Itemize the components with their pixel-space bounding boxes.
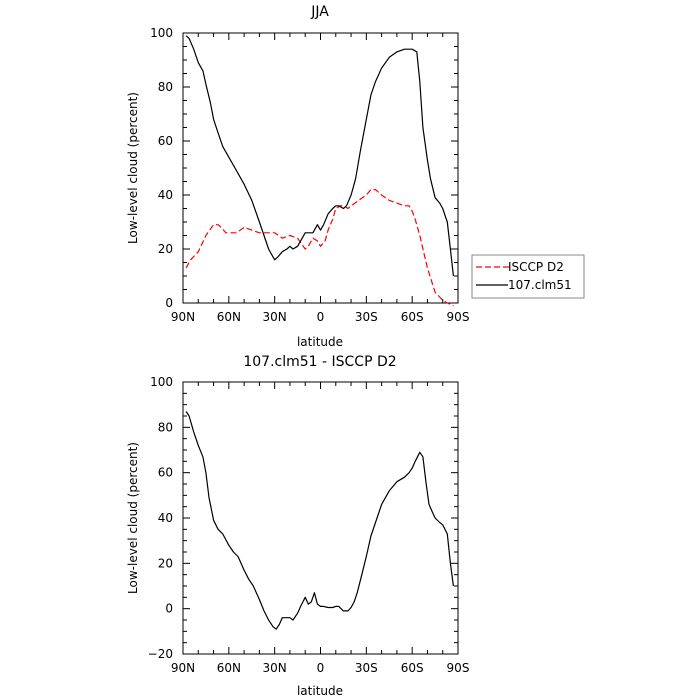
y-tick-label: 40 [158, 188, 173, 202]
y-tick-label: 60 [158, 466, 173, 480]
y-axis: 0 20 40 60 80 100 [150, 26, 458, 310]
chart-title: 107.clm51 - ISCCP D2 [243, 354, 396, 370]
x-tick-label: 60N [217, 661, 241, 675]
legend-box [471, 254, 585, 299]
x-tick-label: 30N [263, 661, 287, 675]
series-line-isccp-d2 [185, 189, 454, 307]
legend-label-clm51: 107.clm51 [508, 278, 572, 292]
series-layer [185, 35, 454, 307]
x-tick-label: 90N [171, 310, 195, 324]
y-tick-label: 0 [165, 296, 173, 310]
y-tick-label: 20 [158, 556, 173, 570]
series-layer [185, 411, 454, 630]
y-tick-label: 60 [158, 134, 173, 148]
x-tick-label: 90S [447, 661, 470, 675]
y-tick-label: 80 [158, 420, 173, 434]
y-tick-label: 0 [165, 602, 173, 616]
x-tick-label: 60S [401, 310, 424, 324]
plot-frame [182, 381, 459, 655]
x-tick-label: 60N [217, 310, 241, 324]
x-tick-label: 90N [171, 661, 195, 675]
x-axis-label: latitude [297, 335, 343, 349]
y-tick-label: 20 [158, 242, 173, 256]
y-axis-label: Low-level cloud (percent) [126, 442, 140, 594]
y-axis: −20 0 20 40 60 80 100 [148, 375, 458, 661]
legend: ISCCP D2 107.clm51 [471, 254, 585, 299]
x-tick-label: 90S [447, 310, 470, 324]
y-tick-label: 80 [158, 80, 173, 94]
plot-frame [182, 32, 459, 304]
legend-label-isccp: ISCCP D2 [508, 260, 564, 274]
x-tick-label: 30S [355, 661, 378, 675]
x-axis-label: latitude [297, 684, 343, 698]
panel-bottom-chart: 107.clm51 - ISCCP D2 90N 60N 30N 0 30S 60S 90S… [126, 354, 469, 698]
x-tick-label: 0 [317, 661, 325, 675]
x-tick-label: 30S [355, 310, 378, 324]
x-tick-label: 30N [263, 310, 287, 324]
x-axis: 90N 60N 30N 0 30S 60S 90S [171, 382, 470, 675]
y-tick-label: 40 [158, 511, 173, 525]
y-tick-label: −20 [148, 647, 173, 661]
series-line-difference [185, 411, 454, 630]
series-line-107-clm51 [185, 35, 454, 277]
x-tick-label: 0 [317, 310, 325, 324]
y-tick-label: 100 [150, 375, 173, 389]
y-axis-label: Low-level cloud (percent) [126, 92, 140, 244]
chart-title: JJA [310, 4, 329, 20]
y-tick-label: 100 [150, 26, 173, 40]
x-axis: 90N 60N 30N 0 30S 60S 90S [171, 33, 470, 324]
x-tick-label: 60S [401, 661, 424, 675]
panel-top-chart: JJA 90N 60N 30N 0 30S 60S 90S 0 20 40 60 80 100 lat… [126, 4, 585, 349]
